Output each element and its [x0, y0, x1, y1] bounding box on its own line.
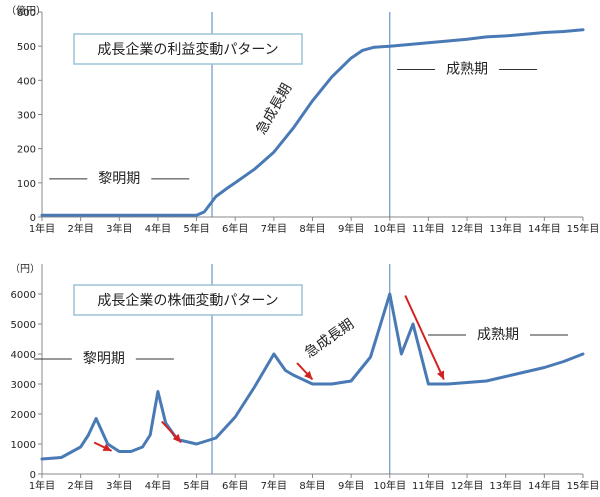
y-tick-label: 500 [17, 42, 36, 53]
red-arrow-head [304, 370, 313, 380]
phase-label: 成熟期 [477, 327, 519, 343]
y-axis-unit: （億円） [6, 4, 46, 17]
y-tick-label: 5000 [11, 320, 36, 331]
series-line [40, 292, 585, 461]
x-tick-label: 5年目 [183, 222, 209, 235]
phase-label: 黎明期 [83, 351, 125, 367]
x-tick-label: 2年目 [67, 479, 93, 492]
x-tick-label: 10年目 [373, 222, 406, 235]
x-tick-label: 3年目 [106, 479, 132, 492]
series-line [40, 28, 585, 217]
x-tick-label: 14年目 [528, 479, 561, 492]
y-tick-label: 200 [17, 145, 36, 156]
phase-label: 急成長期 [253, 81, 295, 137]
y-tick-label: 2000 [11, 410, 36, 421]
chart-title: 成長企業の利益変動パターン [97, 41, 278, 58]
x-tick-label: 1年目 [29, 222, 55, 235]
red-arrow-head [436, 370, 445, 380]
chart-title: 成長企業の株価変動パターン [97, 292, 278, 309]
x-tick-label: 7年目 [261, 222, 287, 235]
x-tick-label: 11年目 [412, 479, 445, 492]
x-tick-label: 13年目 [489, 222, 522, 235]
phase-label: 急成長期 [302, 316, 357, 361]
x-tick-label: 7年目 [261, 479, 287, 492]
x-tick-label: 12年目 [451, 222, 484, 235]
y-tick-label: 300 [17, 111, 36, 122]
x-tick-label: 8年目 [299, 222, 325, 235]
x-tick-label: 3年目 [106, 222, 132, 235]
y-tick-label: 3000 [11, 380, 36, 391]
x-tick-label: 9年目 [338, 222, 364, 235]
y-axis-unit: （円） [10, 263, 40, 275]
chart-title-box [73, 33, 303, 65]
x-tick-label: 4年目 [145, 479, 171, 492]
x-tick-label: 9年目 [338, 479, 364, 492]
y-tick-label: 600 [17, 8, 36, 19]
chart-title-box [73, 284, 303, 316]
profit-chart: 0 100 200 300 400 500 600（億円） 1年目 2年目 3年目 4年目 5年目 6年… [6, 4, 599, 235]
x-tick-label: 6年目 [222, 479, 248, 492]
x-tick-label: 1年目 [29, 479, 55, 492]
y-tick-label: 0 [30, 213, 36, 224]
y-tick-label: 400 [17, 76, 36, 87]
red-arrow-head [172, 433, 182, 443]
x-tick-label: 5年目 [183, 479, 209, 492]
y-tick-label: 0 [30, 470, 36, 481]
red-arrow-shaft [404, 295, 445, 380]
x-tick-label: 15年目 [567, 222, 600, 235]
y-tick-label: 6000 [11, 290, 36, 301]
phase-label: 黎明期 [98, 171, 140, 187]
y-tick-label: 4000 [11, 350, 36, 361]
phase-label: 成熟期 [446, 62, 488, 78]
x-tick-label: 8年目 [299, 479, 325, 492]
y-tick-label: 1000 [11, 440, 36, 451]
x-tick-label: 2年目 [67, 222, 93, 235]
red-arrow-head [102, 443, 112, 451]
y-tick-label: 100 [17, 179, 36, 190]
x-tick-label: 14年目 [528, 222, 561, 235]
x-tick-label: 13年目 [489, 479, 522, 492]
x-tick-label: 10年目 [373, 479, 406, 492]
x-tick-label: 12年目 [451, 479, 484, 492]
x-tick-label: 11年目 [412, 222, 445, 235]
x-tick-label: 15年目 [567, 479, 600, 492]
x-tick-label: 4年目 [145, 222, 171, 235]
stock-price-chart: 0 1000 2000 3000 4000 5000 6000 （円） 1年目 2年目 3年目 4年目… [10, 263, 599, 492]
x-tick-label: 6年目 [222, 222, 248, 235]
